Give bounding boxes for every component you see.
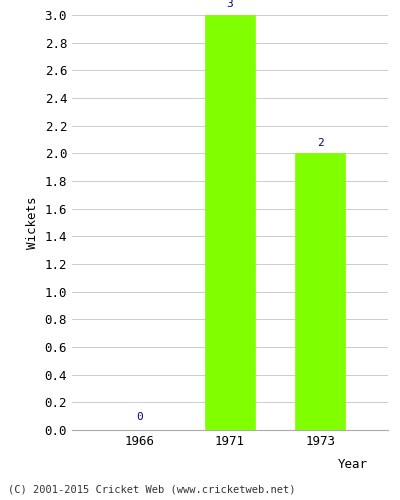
Text: Year: Year <box>338 458 368 470</box>
Text: 0: 0 <box>136 412 143 422</box>
Text: (C) 2001-2015 Cricket Web (www.cricketweb.net): (C) 2001-2015 Cricket Web (www.cricketwe… <box>8 485 296 495</box>
Bar <box>205 15 255 430</box>
Bar <box>296 154 345 430</box>
Text: 2: 2 <box>317 138 324 148</box>
Text: 3: 3 <box>227 0 233 10</box>
Y-axis label: Wickets: Wickets <box>26 196 39 248</box>
